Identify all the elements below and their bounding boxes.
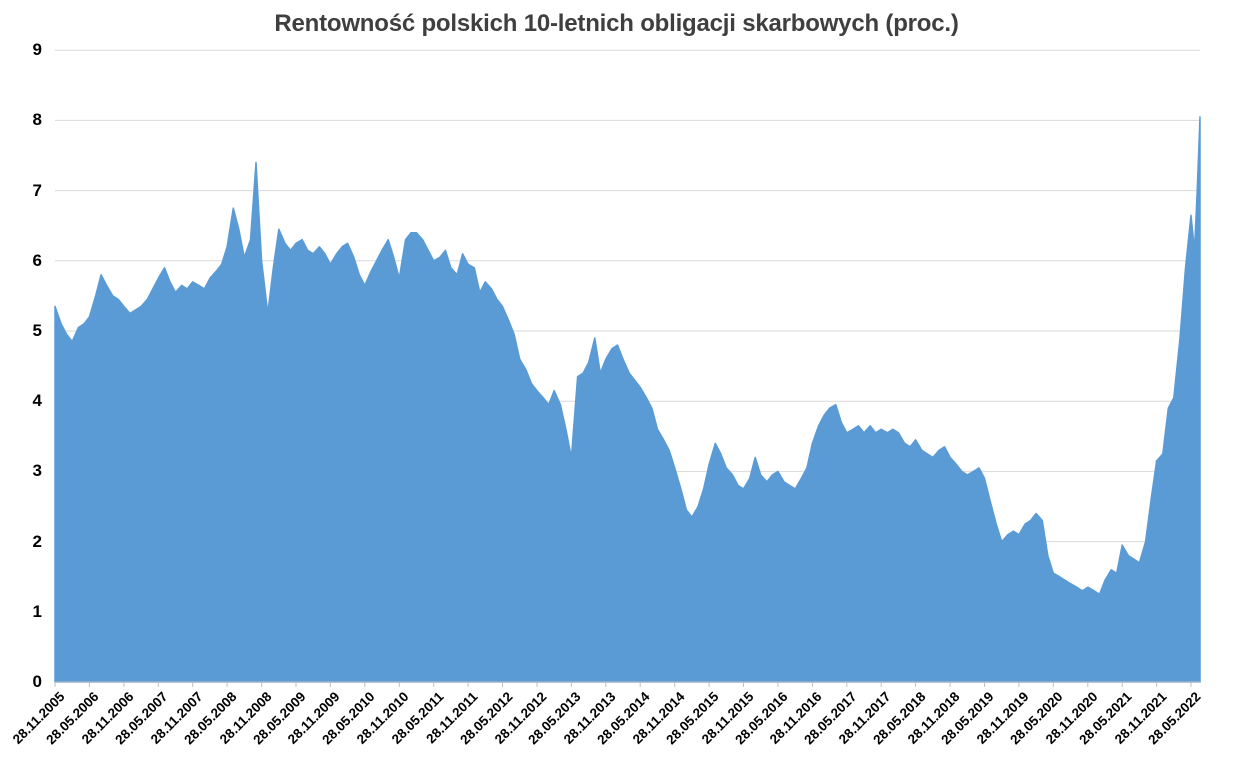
y-axis-tick-label: 0 bbox=[32, 672, 42, 691]
y-axis-tick-label: 4 bbox=[32, 391, 42, 410]
y-axis-tick-label: 6 bbox=[32, 251, 42, 270]
y-axis-tick-label: 9 bbox=[32, 40, 42, 59]
y-axis-tick-label: 7 bbox=[32, 181, 42, 200]
y-axis-tick-label: 1 bbox=[32, 602, 42, 621]
y-axis-tick-label: 5 bbox=[32, 321, 42, 340]
y-axis-tick-label: 3 bbox=[32, 461, 42, 480]
chart-title: Rentowność polskich 10-letnich obligacji… bbox=[274, 10, 959, 37]
y-axis-tick-label: 8 bbox=[32, 110, 42, 129]
yield-area-series bbox=[54, 116, 1201, 683]
y-axis-tick-label: 2 bbox=[32, 532, 42, 551]
